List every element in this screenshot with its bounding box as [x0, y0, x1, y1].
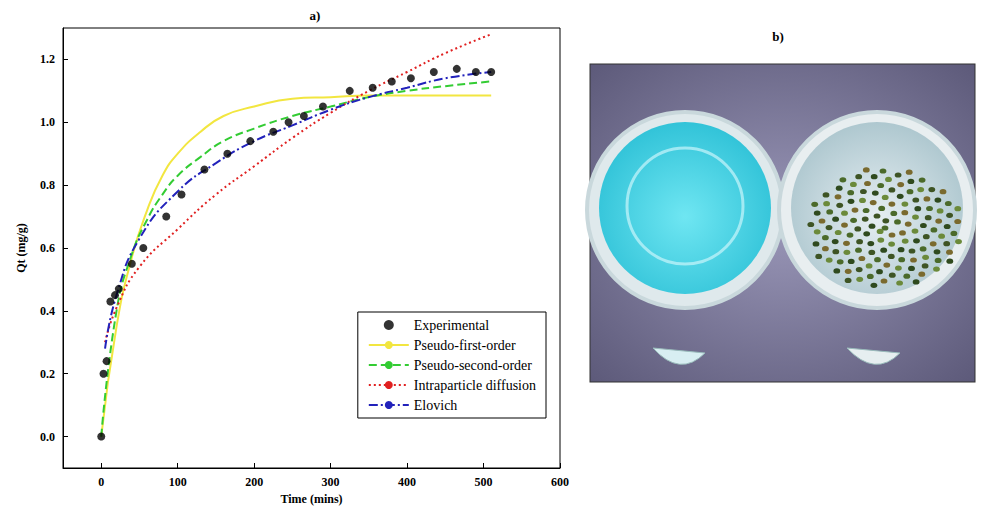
svg-text:500: 500 [475, 475, 493, 489]
svg-text:Experimental: Experimental [414, 318, 490, 333]
svg-text:0.6: 0.6 [40, 241, 55, 255]
svg-text:Elovich: Elovich [414, 398, 458, 413]
svg-text:600: 600 [551, 475, 569, 489]
svg-text:Time (mins): Time (mins) [280, 492, 342, 506]
svg-text:300: 300 [322, 475, 340, 489]
svg-text:a): a) [310, 8, 321, 23]
svg-text:b): b) [772, 29, 784, 44]
svg-text:0.0: 0.0 [40, 430, 55, 444]
svg-text:100: 100 [169, 475, 187, 489]
svg-text:0.4: 0.4 [40, 304, 55, 318]
svg-text:Qt (mg/g): Qt (mg/g) [14, 223, 28, 273]
svg-text:400: 400 [398, 475, 416, 489]
svg-text:0.2: 0.2 [40, 367, 55, 381]
svg-text:Pseudo-first-order: Pseudo-first-order [414, 338, 516, 353]
svg-text:0: 0 [98, 475, 104, 489]
svg-text:Intraparticle diffusion: Intraparticle diffusion [414, 378, 536, 393]
svg-text:1.2: 1.2 [40, 52, 55, 66]
svg-text:Pseudo-second-order: Pseudo-second-order [414, 358, 533, 373]
svg-text:0.8: 0.8 [40, 178, 55, 192]
svg-text:1.0: 1.0 [40, 115, 55, 129]
svg-text:200: 200 [245, 475, 263, 489]
